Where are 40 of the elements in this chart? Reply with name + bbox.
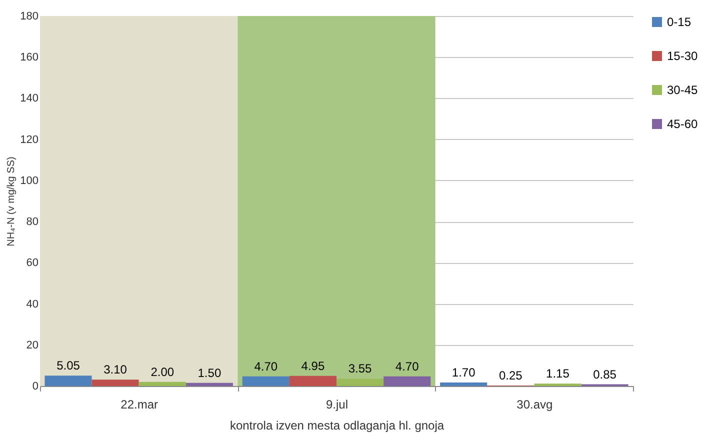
data-label: 0.85 xyxy=(593,367,617,382)
y-tick-label: 140 xyxy=(20,92,38,105)
y-tick-label: 80 xyxy=(26,216,38,228)
data-label: 4.95 xyxy=(301,358,325,373)
data-label: 3.55 xyxy=(348,362,372,376)
bar xyxy=(384,376,431,386)
y-tick-label: 120 xyxy=(20,134,38,146)
data-label: 3.10 xyxy=(104,362,128,377)
bar xyxy=(138,382,186,386)
bar xyxy=(336,378,384,386)
data-label: 4.70 xyxy=(254,359,278,374)
x-axis-title: kontrola izven mesta odlaganja hl. gnoja xyxy=(230,418,444,432)
legend-label: 0-15 xyxy=(667,15,692,29)
legend-label: 15-30 xyxy=(667,49,698,63)
bar xyxy=(186,382,233,386)
x-tick-label: 22.mar xyxy=(120,398,158,412)
data-label: 2.00 xyxy=(150,364,174,379)
y-tick-label: 20 xyxy=(26,339,38,352)
bar xyxy=(92,380,139,386)
y-axis-title: NH₄-N (v mg/kg SS) xyxy=(6,156,18,246)
x-tick-label: 30.avg xyxy=(516,398,553,412)
legend-label: 30-45 xyxy=(667,83,698,97)
y-tick-label: 0 xyxy=(32,380,38,392)
bar xyxy=(440,382,488,386)
data-label: 1.50 xyxy=(198,366,222,380)
bar xyxy=(289,376,336,386)
bar xyxy=(44,376,92,386)
data-label: 4.70 xyxy=(395,359,420,374)
x-tick-label: 9.jul xyxy=(326,398,348,412)
y-tick-label: 100 xyxy=(20,174,38,187)
legend-label: 45-60 xyxy=(667,117,698,131)
bar xyxy=(242,376,290,386)
y-tick-label: 40 xyxy=(26,298,38,310)
data-label: 1.70 xyxy=(452,366,476,380)
y-tick-label: 60 xyxy=(26,257,38,270)
y-tick-label: 180 xyxy=(20,10,38,22)
y-tick-label: 160 xyxy=(20,52,38,64)
data-label: 0.25 xyxy=(498,368,523,382)
data-label: 1.15 xyxy=(546,366,570,381)
data-label: 5.05 xyxy=(56,358,80,373)
